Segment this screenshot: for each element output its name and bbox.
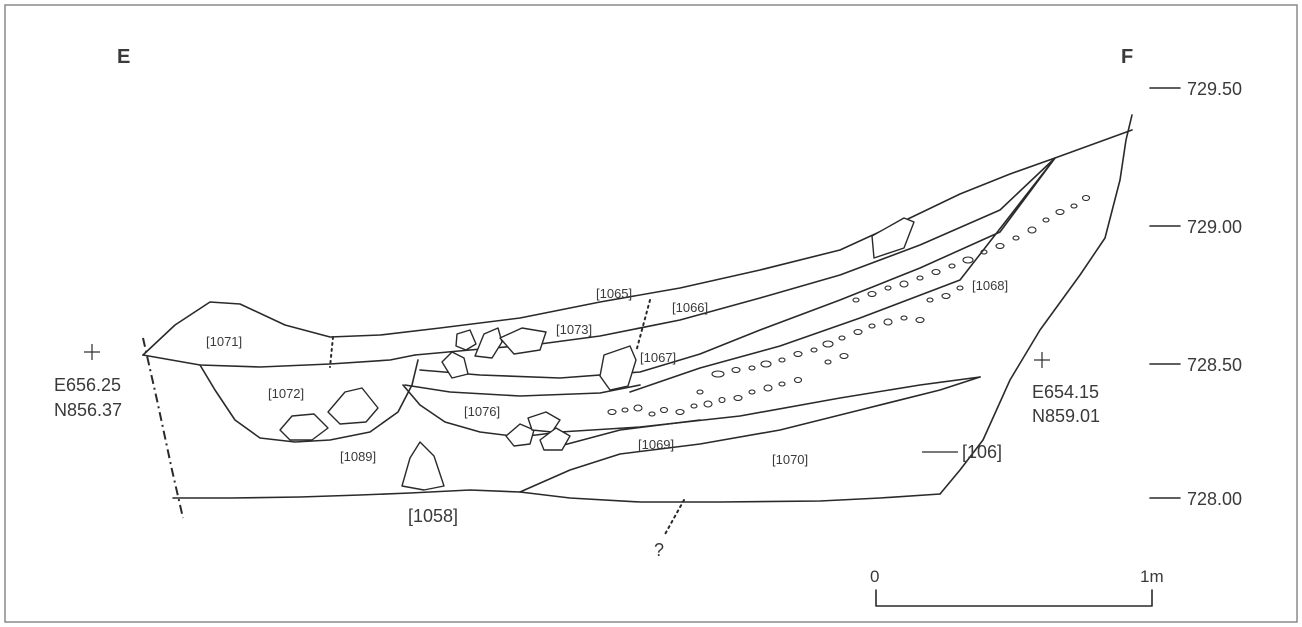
stone — [871, 217, 915, 259]
level-scale: 729.50 729.00 728.50 728.00 — [1149, 79, 1242, 509]
uncertain-projection-line — [663, 499, 685, 537]
stone — [474, 327, 503, 359]
layer-1065-base — [414, 157, 1056, 356]
scale-bar: 0 1m — [870, 567, 1164, 607]
stone — [327, 387, 379, 425]
scale-label-start: 0 — [870, 567, 879, 586]
top-surface-line — [142, 129, 1133, 356]
section-edge-left — [142, 337, 184, 519]
layer-1066-base — [419, 157, 1056, 379]
datum-left-northing: N856.37 — [54, 400, 122, 420]
layer-1067-line — [629, 157, 1056, 393]
datum-right-easting: E654.15 — [1032, 382, 1099, 402]
datum-right: E654.15 N859.01 — [1032, 352, 1100, 426]
context-label-1066: [1066] — [672, 300, 708, 315]
context-label-1068: [1068] — [972, 278, 1008, 293]
context-label-1073: [1073] — [556, 322, 592, 337]
context-label-1069: [1069] — [638, 437, 674, 452]
context-label-1065: [1065] — [596, 286, 632, 301]
layer-1069-base — [519, 376, 981, 493]
context-labels: [1071] [1072] [1089] [1073] [1076] [1065… — [206, 278, 1008, 526]
survey-cross-icon — [84, 344, 100, 360]
layer-1069-upper — [559, 419, 701, 447]
level-label-729-50: 729.50 — [1187, 79, 1242, 99]
base-line — [172, 489, 941, 503]
context-label-1072: [1072] — [268, 386, 304, 401]
stone — [499, 327, 547, 355]
layer-1068-base — [559, 376, 981, 433]
layer-1071-base — [142, 354, 416, 368]
context-label-1070: [1070] — [772, 452, 808, 467]
layer-1065-1066-divider — [635, 299, 651, 353]
context-label-1067: [1067] — [640, 350, 676, 365]
stones — [279, 217, 915, 491]
layer-1071-1072-divider — [329, 336, 334, 368]
scale-label-end: 1m — [1140, 567, 1164, 586]
pit-1072-outline — [199, 359, 419, 443]
datum-right-northing: N859.01 — [1032, 406, 1100, 426]
datum-left: E656.25 N856.37 — [54, 344, 122, 420]
stone — [401, 441, 445, 491]
stone — [505, 423, 535, 447]
section-end-right-label: F — [1121, 46, 1133, 68]
survey-cross-icon — [1034, 352, 1050, 368]
section-end-left-label: E — [117, 46, 130, 68]
stone — [539, 427, 571, 451]
cut-106-edge — [939, 114, 1133, 495]
stone — [279, 413, 329, 441]
layer-1073-base — [404, 384, 641, 397]
context-label-1071: [1071] — [206, 334, 242, 349]
context-label-1058: [1058] — [408, 506, 458, 526]
context-label-1076: [1076] — [464, 404, 500, 419]
context-label-106: [106] — [962, 442, 1002, 462]
uncertain-mark: ? — [654, 540, 664, 560]
stone — [527, 411, 561, 433]
stone — [599, 345, 637, 391]
stone — [455, 329, 477, 351]
figure-frame — [4, 4, 1298, 623]
level-label-728-00: 728.00 — [1187, 489, 1242, 509]
level-label-729-00: 729.00 — [1187, 217, 1242, 237]
datum-left-easting: E656.25 — [54, 375, 121, 395]
level-label-728-50: 728.50 — [1187, 355, 1242, 375]
pebble-scatter — [607, 194, 1091, 417]
stone — [441, 351, 469, 379]
context-label-1089: [1089] — [340, 449, 376, 464]
